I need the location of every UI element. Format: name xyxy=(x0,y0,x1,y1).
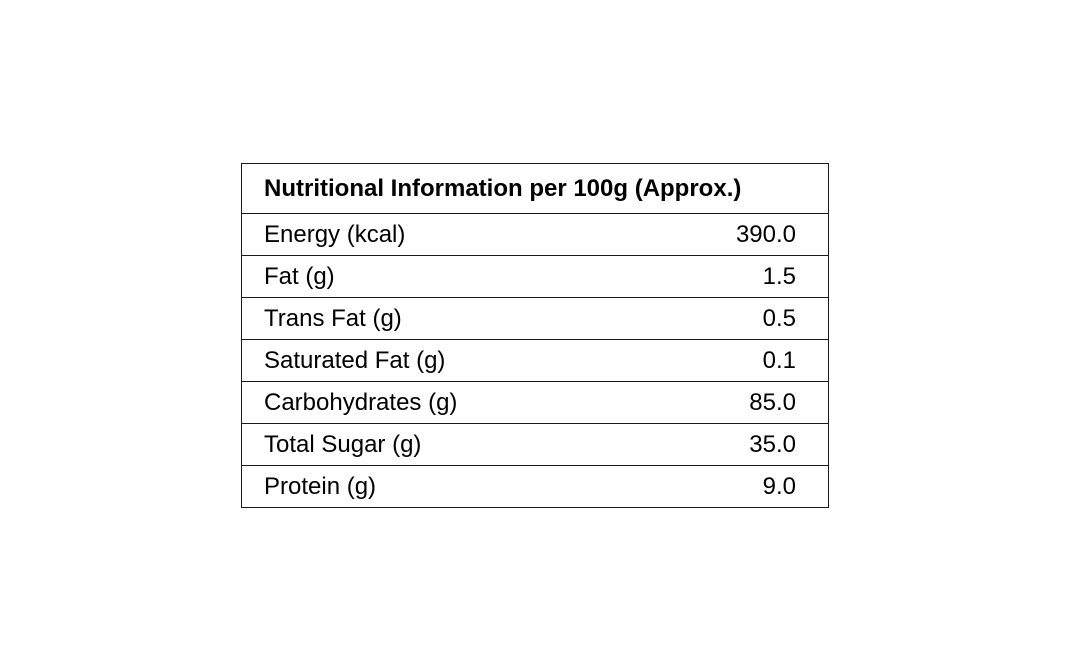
table-row: Saturated Fat (g) 0.1 xyxy=(241,339,829,382)
row-label-trans-fat: Trans Fat (g) xyxy=(241,297,535,340)
row-label-fat: Fat (g) xyxy=(241,255,535,298)
table-row: Total Sugar (g) 35.0 xyxy=(241,423,829,466)
row-label-protein: Protein (g) xyxy=(241,465,535,508)
table-row: Trans Fat (g) 0.5 xyxy=(241,297,829,340)
row-value-trans-fat: 0.5 xyxy=(535,297,829,340)
row-value-saturated-fat: 0.1 xyxy=(535,339,829,382)
table-header-row: Nutritional Information per 100g (Approx… xyxy=(241,163,829,214)
row-value-total-sugar: 35.0 xyxy=(535,423,829,466)
row-label-energy: Energy (kcal) xyxy=(241,213,535,256)
row-label-saturated-fat: Saturated Fat (g) xyxy=(241,339,535,382)
table-row: Carbohydrates (g) 85.0 xyxy=(241,381,829,424)
table-title: Nutritional Information per 100g (Approx… xyxy=(241,163,829,214)
table-row: Protein (g) 9.0 xyxy=(241,465,829,508)
table-row: Energy (kcal) 390.0 xyxy=(241,213,829,256)
nutrition-table: Nutritional Information per 100g (Approx… xyxy=(241,163,829,508)
row-value-fat: 1.5 xyxy=(535,255,829,298)
row-value-energy: 390.0 xyxy=(535,213,829,256)
row-value-protein: 9.0 xyxy=(535,465,829,508)
table-row: Fat (g) 1.5 xyxy=(241,255,829,298)
row-value-carbohydrates: 85.0 xyxy=(535,381,829,424)
row-label-carbohydrates: Carbohydrates (g) xyxy=(241,381,535,424)
row-label-total-sugar: Total Sugar (g) xyxy=(241,423,535,466)
